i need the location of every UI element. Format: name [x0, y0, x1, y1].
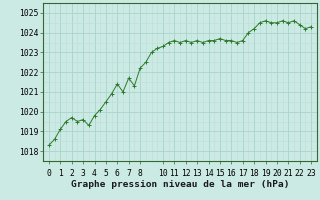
- X-axis label: Graphe pression niveau de la mer (hPa): Graphe pression niveau de la mer (hPa): [71, 180, 289, 189]
